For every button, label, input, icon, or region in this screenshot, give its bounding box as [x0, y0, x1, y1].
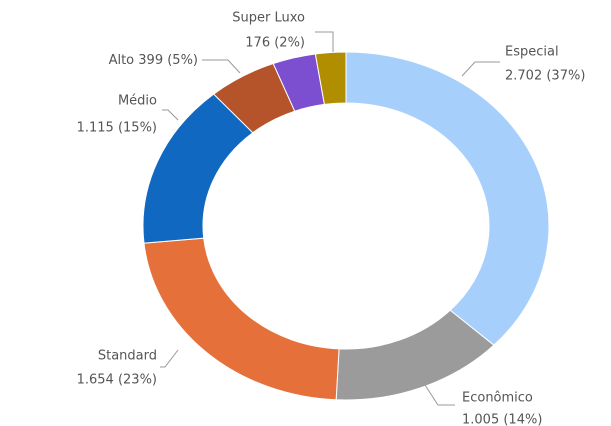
value-label: 2.702 (37%)	[505, 69, 585, 84]
slice	[345, 51, 550, 346]
slices	[142, 51, 550, 401]
value-label: 399 (5%)	[138, 53, 198, 68]
slice	[314, 51, 347, 105]
leader-line	[461, 61, 500, 77]
category-label: Standard	[98, 349, 157, 364]
leader-line	[162, 109, 179, 121]
value-label: 1.115 (15%)	[77, 121, 157, 136]
leader-line	[202, 59, 241, 74]
category-label: Super Luxo	[232, 11, 305, 26]
leader-line	[315, 31, 334, 52]
value-label: 176 (2%)	[245, 36, 305, 51]
leader-line	[160, 349, 179, 368]
leader-line	[424, 384, 455, 406]
category-label: Médio	[118, 94, 157, 109]
category-label: Econômico	[462, 391, 533, 406]
category-label: Alto	[109, 53, 135, 68]
slice	[143, 237, 340, 401]
value-label: 1.654 (23%)	[77, 373, 157, 388]
data-label: Alto 399 (5%)	[109, 53, 198, 68]
category-label: Especial	[505, 45, 559, 60]
value-label: 1.005 (14%)	[462, 413, 542, 426]
